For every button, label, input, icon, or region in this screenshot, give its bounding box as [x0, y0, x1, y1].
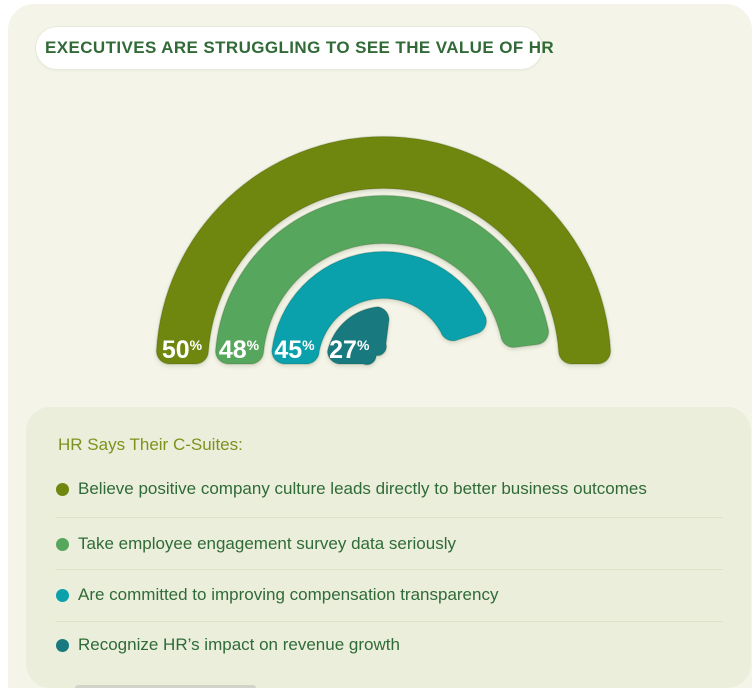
legend-item: Recognize HR’s impact on revenue growth	[56, 634, 400, 656]
gauge-arc-50	[155, 135, 612, 365]
gauge-arc-45	[271, 250, 488, 365]
legend-dot-icon	[56, 588, 69, 602]
legend-title: HR Says Their C-Suites:	[58, 435, 243, 454]
gauge-value-label: 48%	[219, 336, 260, 364]
gauge-arc-27	[326, 306, 390, 366]
legend-item: Believe positive company culture leads d…	[56, 478, 647, 500]
legend-dot-icon	[56, 537, 69, 551]
divider	[56, 517, 723, 518]
page-title: EXECUTIVES ARE STRUGGLING TO SEE THE VAL…	[45, 38, 555, 57]
divider	[56, 621, 723, 622]
legend-item: Are committed to improving compensation …	[56, 584, 498, 606]
header-pill: EXECUTIVES ARE STRUGGLING TO SEE THE VAL…	[35, 26, 554, 70]
legend-item-label: Take employee engagement survey data ser…	[78, 534, 456, 553]
gauge-arc-48	[214, 194, 550, 365]
gauge-value-label: 27%	[329, 336, 370, 364]
legend-panel: HR Says Their C-Suites: Believe positive…	[26, 407, 751, 688]
infographic-card: EXECUTIVES ARE STRUGGLING TO SEE THE VAL…	[8, 4, 752, 688]
gauge-value-label: 50%	[162, 336, 203, 364]
gauge-value-label: 45%	[274, 336, 315, 364]
legend-item: Take employee engagement survey data ser…	[56, 533, 456, 555]
legend-item-label: Recognize HR’s impact on revenue growth	[78, 635, 400, 654]
legend-item-label: Believe positive company culture leads d…	[78, 479, 647, 498]
legend-dot-icon	[56, 638, 69, 652]
legend-dot-icon	[56, 482, 69, 496]
legend-item-label: Are committed to improving compensation …	[78, 585, 499, 604]
divider	[56, 569, 723, 570]
cropped-element-edge	[75, 685, 256, 688]
gauge-chart: 50% 48% 45% 27%	[155, 135, 612, 366]
